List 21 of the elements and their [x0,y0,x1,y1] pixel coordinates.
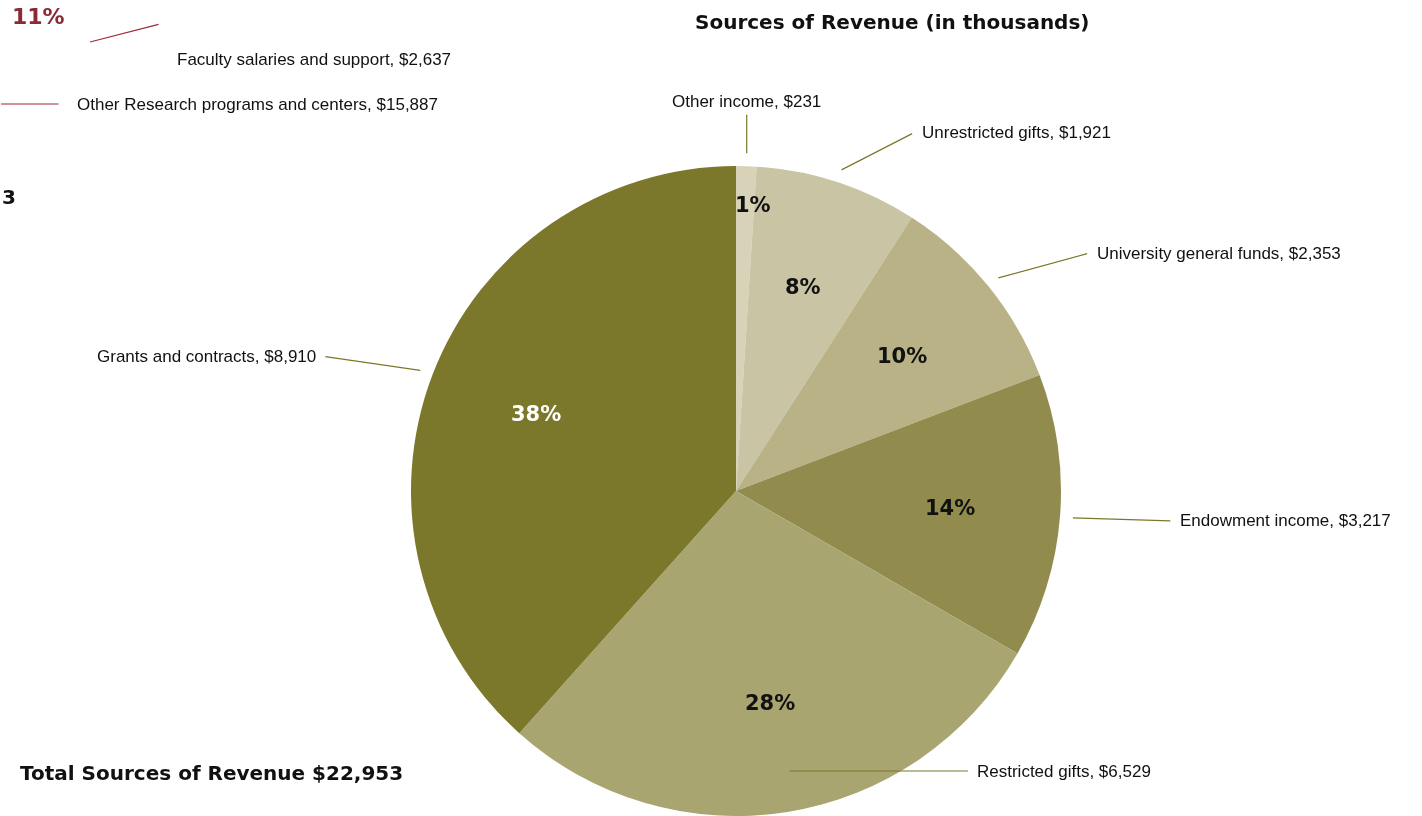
data-label: 8% [785,275,821,299]
pie-slice [736,375,1061,654]
data-label: 14% [925,496,976,520]
slice-label: Other income, $231 [672,92,822,111]
data-label: 10% [877,344,928,368]
data-label: 28% [745,691,796,715]
slice-label: Grants and contracts, $8,910 [97,347,317,366]
text: 11% [12,4,65,29]
text: Total Sources of Revenue $22,953 [20,761,404,785]
slice-label: Endowment income, $3,217 [1180,511,1391,530]
slice-label: Restricted gifts, $6,529 [977,762,1151,781]
slice-label: Unrestricted gifts, $1,921 [922,123,1111,142]
chart-title: Sources of Revenue (in thousands) [695,10,1090,34]
pie-slice [736,217,1040,491]
text: Other Research programs and centers, $15,887 [77,95,438,114]
pie-slice [411,166,736,734]
slice-label: University general funds, $2,353 [1097,244,1341,263]
data-label: 38% [511,402,562,426]
data-label: 1% [735,193,771,217]
text: 3 [2,185,16,209]
text: Faculty salaries and support, $2,637 [177,50,452,69]
